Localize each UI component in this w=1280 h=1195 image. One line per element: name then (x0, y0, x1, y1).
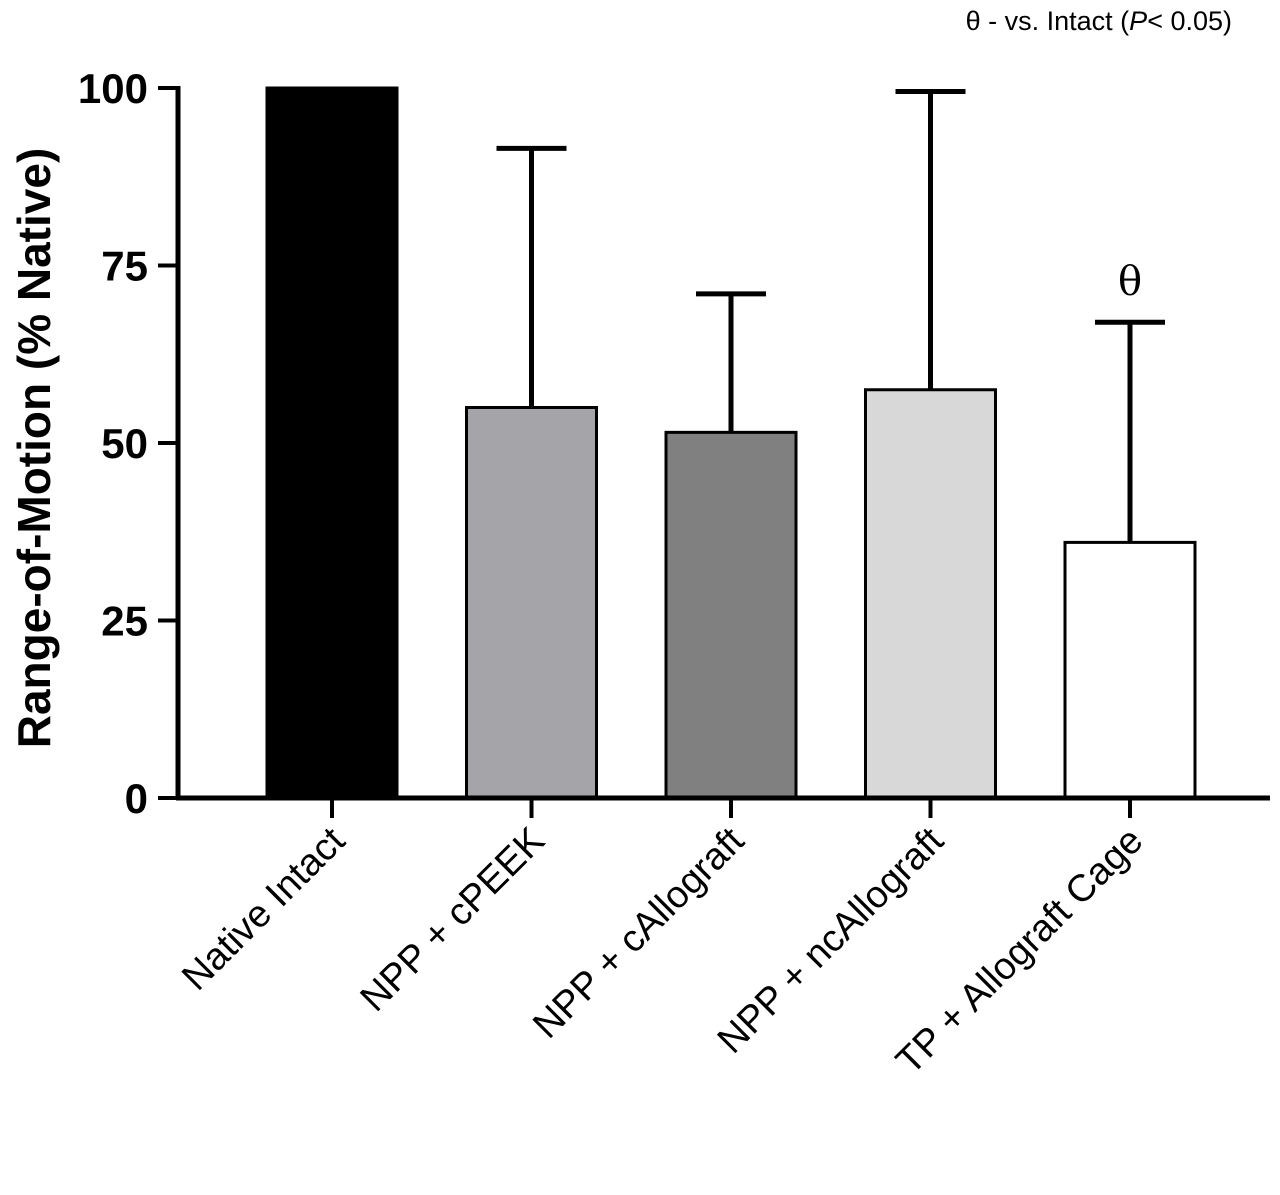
axes-layer (158, 86, 1270, 818)
bar (864, 388, 997, 800)
error-bars-layer (496, 89, 1165, 543)
y-tick-label: 75 (101, 243, 148, 290)
bar (1063, 540, 1197, 800)
y-tick-label: 25 (101, 598, 148, 645)
significance-note-prefix: θ - vs. Intact ( (966, 6, 1130, 36)
y-axis-label: Range-of-Motion (% Native) (8, 148, 60, 749)
bar (265, 86, 399, 800)
y-tick-label: 0 (125, 775, 148, 822)
bars-layer (265, 86, 1197, 800)
significance-note-suffix: < 0.05) (1147, 6, 1232, 36)
bar (465, 406, 598, 800)
x-tick-label: NPP + cPEEK (353, 820, 553, 1020)
y-tick-label: 50 (101, 420, 148, 467)
y-tick-label: 100 (78, 65, 148, 112)
x-tick-label: NPP + cAllograft (525, 819, 752, 1046)
x-tick-label: Native Intact (174, 819, 353, 998)
significance-note: θ - vs. Intact (P< 0.05) (966, 6, 1232, 36)
significance-note-p: P (1129, 6, 1147, 36)
bar (664, 430, 798, 800)
significance-marker: θ (1118, 258, 1142, 304)
